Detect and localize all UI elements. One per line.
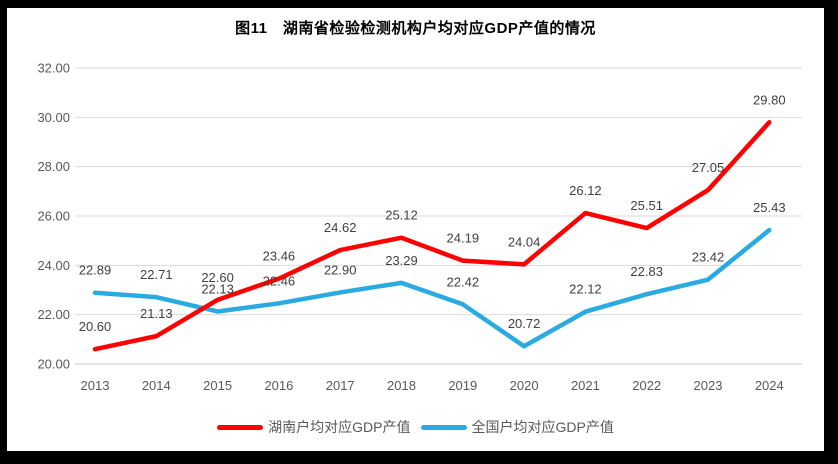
- data-label: 21.13: [140, 306, 173, 321]
- y-axis-tick-label: 26.00: [37, 209, 70, 224]
- legend-swatch-hunan-series: [217, 424, 264, 430]
- data-label: 23.42: [692, 250, 725, 265]
- data-label: 24.04: [508, 234, 541, 249]
- x-axis-tick-label: 2024: [755, 378, 784, 393]
- x-axis-tick-label: 2022: [632, 378, 661, 393]
- data-label: 24.62: [324, 220, 357, 235]
- y-axis-tick-label: 24.00: [37, 258, 70, 273]
- line-chart-plot-area: 20.00 22.00 24.00 26.00 28.00 30.00 32.00 2013 2…: [37, 61, 802, 393]
- data-label: 20.72: [508, 316, 541, 331]
- y-axis-tick-label: 20.00: [37, 357, 70, 372]
- data-label: 23.46: [263, 249, 296, 264]
- y-axis-tick-label: 28.00: [37, 159, 70, 174]
- chart-title: 图11 湖南省检验检测机构户均对应GDP产值的情况: [235, 20, 596, 37]
- x-axis-tick-label: 2021: [571, 378, 600, 393]
- data-label: 22.12: [569, 282, 602, 297]
- data-label: 26.12: [569, 183, 602, 198]
- x-axis-tick-label: 2017: [326, 378, 355, 393]
- legend-swatch-national-series: [420, 424, 467, 430]
- y-axis-tick-label: 32.00: [37, 61, 70, 76]
- x-axis-tick-label: 2018: [387, 378, 416, 393]
- data-label: 22.60: [201, 270, 234, 285]
- data-label: 23.29: [385, 253, 418, 268]
- data-label: 27.05: [692, 160, 725, 175]
- x-axis-tick-label: 2020: [510, 378, 539, 393]
- data-label: 22.71: [140, 267, 173, 282]
- legend-label-hunan-series: 湖南户均对应GDP产值: [268, 419, 411, 435]
- y-axis-tick-label: 30.00: [37, 110, 70, 125]
- data-label: 20.60: [79, 319, 112, 334]
- data-label: 25.51: [630, 198, 663, 213]
- data-label: 25.43: [753, 200, 786, 215]
- x-axis-tick-label: 2016: [264, 378, 293, 393]
- y-axis-tick-label: 22.00: [37, 307, 70, 322]
- x-axis-tick-label: 2014: [142, 378, 171, 393]
- data-label: 22.90: [324, 262, 357, 277]
- x-axis-tick-label: 2015: [203, 378, 232, 393]
- chart-canvas: 图11 湖南省检验检测机构户均对应GDP产值的情况 20.00 22.00 24.0…: [7, 8, 824, 451]
- legend-label-national-series: 全国户均对应GDP产值: [471, 419, 614, 435]
- chart-legend: 湖南户均对应GDP产值 全国户均对应GDP产值: [7, 417, 824, 437]
- x-axis-tick-label: 2013: [81, 378, 110, 393]
- data-label: 25.12: [385, 208, 418, 223]
- x-axis-tick-label: 2019: [448, 378, 477, 393]
- data-label: 22.42: [447, 274, 480, 289]
- data-label: 24.19: [447, 231, 480, 246]
- series-line: [92, 227, 772, 349]
- data-label: 22.89: [79, 263, 112, 278]
- series-line: [92, 120, 772, 352]
- x-axis-tick-label: 2023: [694, 378, 723, 393]
- data-label: 22.83: [630, 264, 663, 279]
- data-label: 29.80: [753, 92, 786, 107]
- data-label: 22.46: [263, 273, 296, 288]
- data-label: 22.13: [201, 281, 234, 296]
